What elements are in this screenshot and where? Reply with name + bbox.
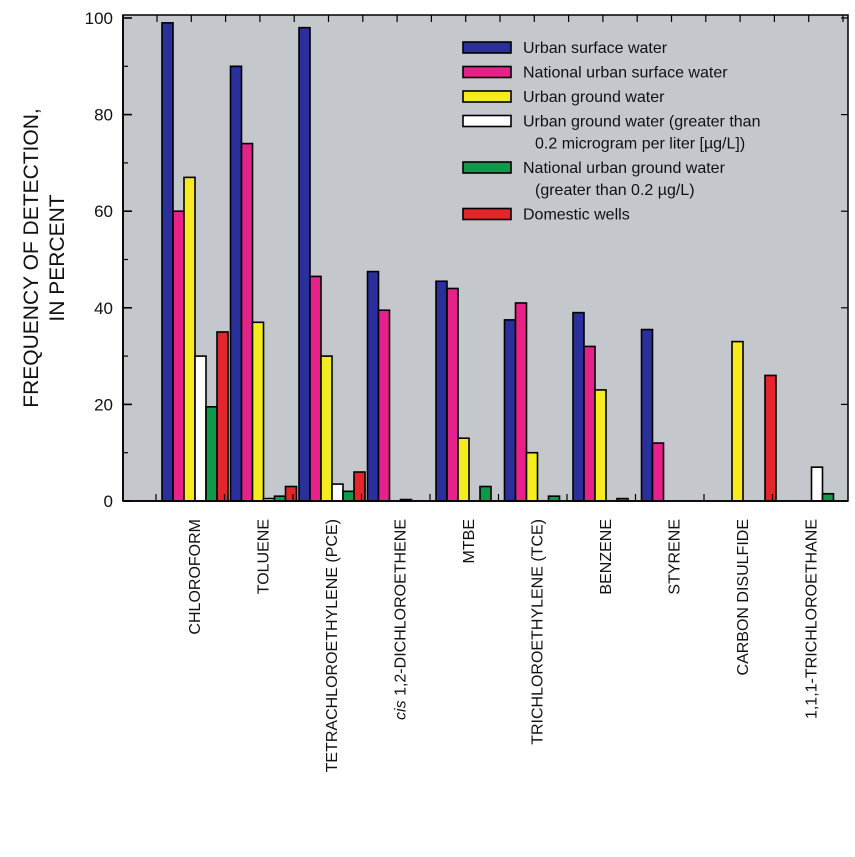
bar — [216, 331, 229, 502]
legend-label: 0.2 microgram per liter [µg/L]) — [535, 136, 745, 153]
bar — [320, 355, 333, 502]
legend-swatch — [462, 114, 512, 128]
bar — [572, 311, 585, 502]
category-label: TETRACHLOROETHYLENE (PCE) — [324, 519, 341, 772]
bar — [172, 210, 185, 502]
category-label: TOLUENE — [256, 519, 273, 594]
legend-label: National urban ground water — [523, 160, 726, 177]
bar — [594, 389, 607, 502]
legend-label: (greater than 0.2 µg/L) — [535, 182, 695, 199]
bar — [161, 22, 174, 502]
bar — [479, 485, 492, 502]
legend-swatch — [462, 90, 512, 103]
bar — [353, 471, 366, 502]
bar — [251, 321, 265, 502]
bar — [764, 374, 777, 502]
category-label: MTBE — [461, 519, 478, 563]
y-tick-label: 20 — [94, 395, 113, 414]
bar — [205, 406, 218, 502]
legend-label: Urban ground water (greater than — [523, 114, 760, 131]
category-label: TRICHLOROETHYLENE (TCE) — [530, 519, 547, 745]
bar — [284, 485, 298, 502]
bar — [525, 451, 539, 502]
bar — [240, 142, 254, 502]
bar — [640, 328, 654, 502]
legend-swatch — [462, 207, 512, 221]
category-labels: CHLOROFORM TOLUENE TETRACHLOROETHYLENE (PC… — [187, 519, 821, 772]
bar — [457, 437, 470, 502]
bar — [366, 270, 380, 502]
category-label: STYRENE — [667, 519, 684, 595]
y-tick-label: 60 — [94, 202, 113, 221]
bar — [435, 280, 448, 502]
bar — [331, 483, 344, 502]
y-tick-label: 0 — [104, 492, 113, 511]
legend-label: Domestic wells — [523, 207, 630, 224]
bar — [194, 355, 207, 502]
y-tick-label: 40 — [94, 299, 113, 318]
bar — [810, 466, 824, 502]
bar — [731, 340, 744, 502]
category-label: 1,1,1-TRICHLOROETHANE — [804, 519, 821, 719]
y-axis-title-line1: FREQUENCY OF DETECTION, — [20, 108, 43, 407]
legend-swatch — [462, 65, 512, 79]
legend-label: National urban surface water — [523, 65, 728, 82]
legend-swatch — [462, 41, 512, 54]
bar — [583, 345, 596, 502]
bar — [651, 442, 665, 502]
category-label: CARBON DISULFIDE — [735, 519, 752, 675]
category-label: cis 1,2-DICHLOROETHENE — [393, 519, 410, 720]
bar — [342, 490, 355, 502]
bar — [514, 302, 528, 502]
bar — [309, 275, 322, 502]
axes-layer: 0 20 40 60 80 100 — [85, 9, 848, 511]
bar — [298, 26, 311, 502]
bar — [503, 319, 517, 502]
category-label: BENZENE — [598, 519, 615, 595]
y-tick-label: 100 — [85, 9, 113, 28]
category-label: CHLOROFORM — [187, 519, 204, 635]
legend-swatch — [462, 161, 512, 174]
bar — [377, 309, 391, 502]
bar — [229, 65, 243, 502]
y-axis-title-line2: IN PERCENT — [46, 194, 69, 321]
bar — [446, 287, 459, 502]
legend-label: Urban surface water — [523, 40, 668, 57]
legend: Urban surface water National urban surfac… — [462, 40, 760, 224]
bar — [821, 492, 835, 502]
bar — [183, 176, 196, 502]
y-tick-label: 80 — [94, 106, 113, 125]
legend-label: Urban ground water — [523, 89, 665, 106]
